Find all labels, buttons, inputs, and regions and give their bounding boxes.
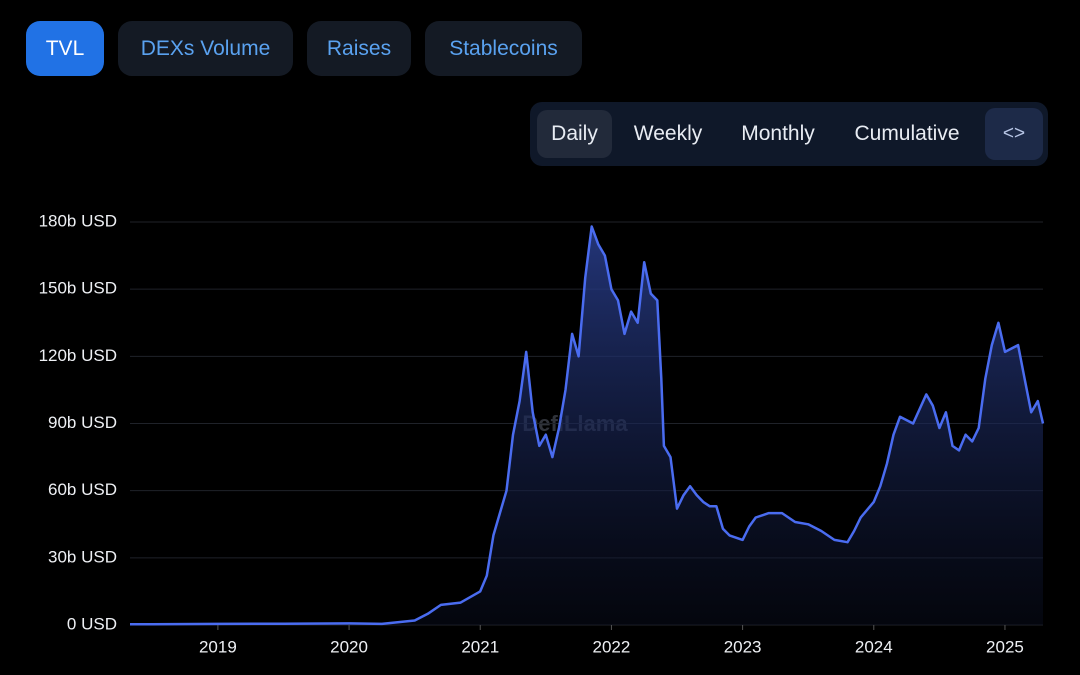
y-tick-label: 150b USD (39, 279, 117, 298)
period-selector: Daily Weekly Monthly Cumulative <> (530, 102, 1048, 166)
period-button[interactable]: Weekly (633, 122, 703, 145)
x-tick-label: 2020 (330, 637, 368, 656)
tab[interactable]: Raises (307, 21, 411, 76)
area (130, 226, 1043, 625)
x-tick-label: 2019 (199, 637, 237, 656)
y-tick-label: 180b USD (39, 211, 117, 230)
y-tick-label: 60b USD (48, 480, 117, 499)
y-tick-label: 0 USD (67, 614, 117, 633)
period-button[interactable]: Monthly (741, 122, 815, 145)
period-button[interactable]: Daily (537, 110, 612, 158)
y-tick-label: 30b USD (48, 547, 117, 566)
x-tick-label: 2023 (724, 637, 762, 656)
x-tick-label: 2021 (461, 637, 499, 656)
embed-button[interactable]: <> (985, 108, 1043, 160)
x-tick-label: 2022 (593, 637, 631, 656)
y-tick-label: 120b USD (39, 346, 117, 365)
tab[interactable]: TVL (26, 21, 104, 76)
y-tick-label: 90b USD (48, 413, 117, 432)
period-button[interactable]: Cumulative (854, 122, 960, 145)
tab[interactable]: Stablecoins (425, 21, 582, 76)
tab[interactable]: DEXs Volume (118, 21, 293, 76)
x-tick-label: 2025 (986, 637, 1024, 656)
line (130, 225, 1045, 626)
x-tick-label: 2024 (855, 637, 893, 656)
